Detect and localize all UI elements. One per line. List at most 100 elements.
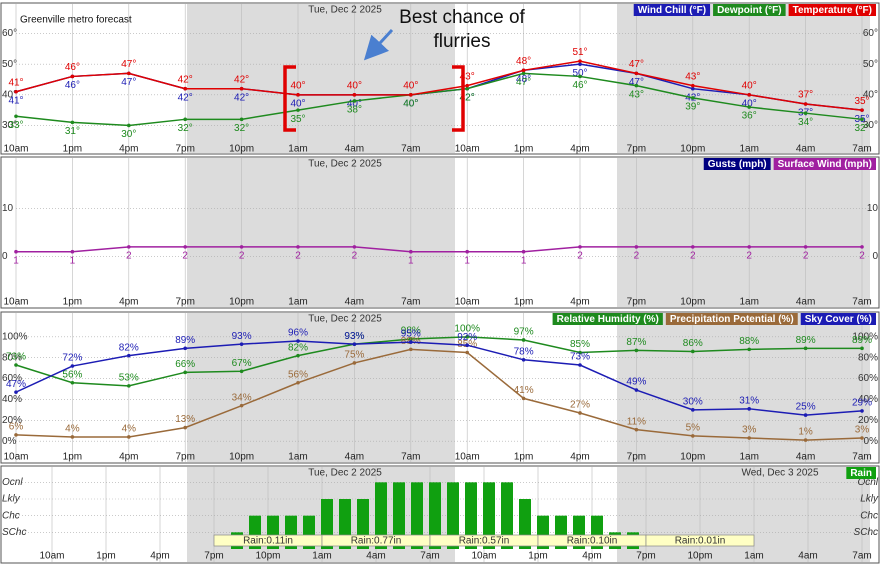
legend-label: Precipitation Potential (%) xyxy=(670,314,794,325)
point xyxy=(691,83,695,88)
x-tick-label: 10pm xyxy=(229,144,254,155)
point xyxy=(465,249,470,254)
point xyxy=(465,83,470,88)
point xyxy=(296,380,300,385)
x-tick-label: 4am xyxy=(796,144,815,155)
data-label: 47% xyxy=(6,379,26,390)
y-tick-label: 0 xyxy=(872,251,878,262)
y-tick-label: 60° xyxy=(863,28,878,39)
data-label: 51° xyxy=(572,47,587,58)
point xyxy=(239,86,244,91)
x-tick-label: 7am xyxy=(852,297,871,308)
data-label: 35° xyxy=(290,114,305,125)
data-label: 41° xyxy=(8,95,23,106)
data-label: 46° xyxy=(572,80,587,91)
point xyxy=(634,245,639,249)
point xyxy=(521,358,526,362)
data-label: 86% xyxy=(683,338,703,349)
y-tick-label: 100% xyxy=(852,331,878,342)
data-label: 1 xyxy=(13,255,19,266)
point xyxy=(183,245,187,249)
point xyxy=(352,342,357,346)
data-label: 40° xyxy=(290,80,305,91)
point xyxy=(578,59,582,63)
point xyxy=(127,435,131,439)
x-tick-label: 7am xyxy=(852,551,871,562)
series-line xyxy=(16,246,862,253)
point xyxy=(14,433,18,437)
data-label: 32° xyxy=(854,123,869,134)
data-label: 2 xyxy=(690,251,696,262)
x-tick-label: 4pm xyxy=(119,144,138,155)
data-label: 89% xyxy=(852,335,872,346)
data-label: 30° xyxy=(121,129,136,140)
legend-label: Gusts (mph) xyxy=(708,159,767,170)
x-tick-label: 1am xyxy=(739,452,758,463)
x-tick-label: 7pm xyxy=(627,452,646,463)
x-tick-label: 4am xyxy=(796,452,815,463)
point xyxy=(127,245,131,249)
data-label: 85% xyxy=(570,339,590,350)
x-tick-label: 7am xyxy=(420,551,439,562)
x-tick-label: 7pm xyxy=(636,551,655,562)
point xyxy=(803,102,808,106)
y-tick-label: 30° xyxy=(863,120,878,131)
x-tick-label: 10am xyxy=(3,297,28,308)
legend-label: Temperature (°F) xyxy=(793,5,872,16)
legend-box xyxy=(788,4,876,16)
x-tick-label: 4pm xyxy=(119,297,138,308)
point xyxy=(70,380,75,385)
data-label: 98% xyxy=(401,326,421,337)
x-tick-label: 1pm xyxy=(514,452,533,463)
point xyxy=(691,349,695,354)
point xyxy=(239,369,244,374)
legend-box xyxy=(846,467,876,479)
point xyxy=(183,117,187,122)
x-tick-label: 1pm xyxy=(96,551,115,562)
data-label: 2 xyxy=(746,251,752,262)
point xyxy=(860,245,864,249)
point xyxy=(578,74,582,79)
legend-label: Dewpoint (°F) xyxy=(717,5,782,16)
point xyxy=(578,363,582,367)
point xyxy=(409,249,413,254)
data-label: 46° xyxy=(65,80,80,91)
point xyxy=(747,407,751,411)
point xyxy=(747,93,751,97)
point xyxy=(183,425,187,430)
date-label: Wed, Dec 3 2025 xyxy=(741,468,819,479)
x-tick-label: 7pm xyxy=(204,551,223,562)
x-tick-label: 1pm xyxy=(63,144,82,155)
point xyxy=(521,71,526,76)
x-tick-label: 4am xyxy=(796,297,815,308)
data-label: 3% xyxy=(855,425,870,436)
data-label: 25% xyxy=(796,402,816,413)
annotation: Greenville metro forecast xyxy=(20,15,132,26)
point xyxy=(465,86,470,91)
point xyxy=(521,249,526,254)
y-tick-label: 20% xyxy=(2,415,22,426)
data-label: 95% xyxy=(401,329,421,340)
legend-label: Rain xyxy=(850,468,872,479)
date-label: Tue, Dec 2 2025 xyxy=(308,5,382,16)
x-tick-label: 1am xyxy=(744,551,763,562)
x-tick-label: 4pm xyxy=(150,551,169,562)
data-label: 78% xyxy=(514,346,534,357)
data-label: 40° xyxy=(403,98,418,109)
point xyxy=(127,353,131,358)
data-label: 73% xyxy=(6,352,26,363)
x-tick-label: 4pm xyxy=(570,297,589,308)
x-tick-label: 1am xyxy=(312,551,331,562)
point xyxy=(860,409,864,413)
series-line xyxy=(15,336,862,387)
data-label: 42° xyxy=(178,92,193,103)
y-tick-label: 30° xyxy=(2,120,17,131)
point xyxy=(14,114,18,119)
x-tick-label: 7pm xyxy=(627,297,646,308)
x-tick-label: 10pm xyxy=(680,297,705,308)
data-label: 39° xyxy=(685,102,700,113)
data-label: 100% xyxy=(454,323,480,334)
legend-box xyxy=(665,313,798,325)
data-label: 46° xyxy=(65,62,80,73)
bar xyxy=(375,482,387,549)
